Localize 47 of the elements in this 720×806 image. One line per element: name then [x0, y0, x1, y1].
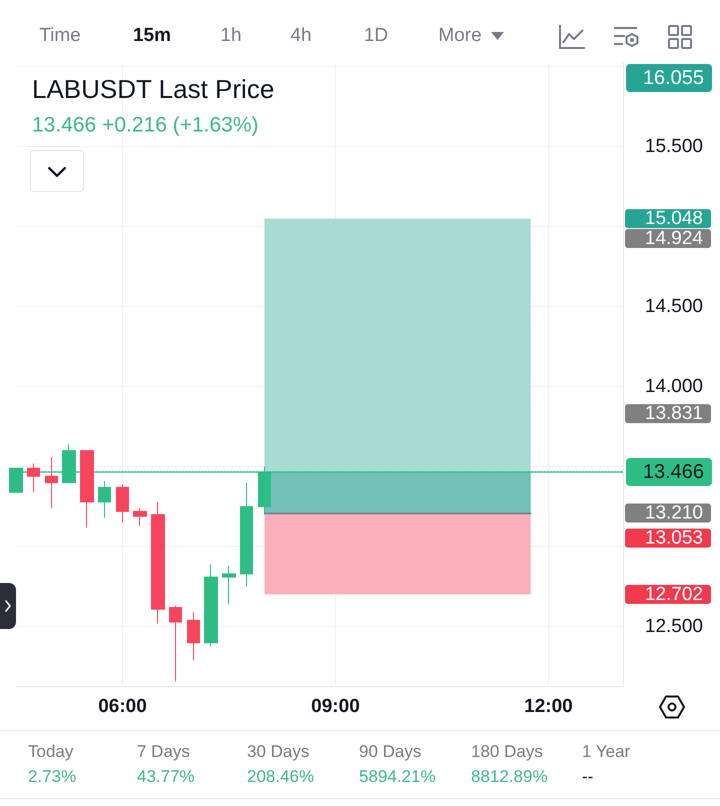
text: 1D	[364, 24, 388, 48]
text: 43.77%	[137, 767, 195, 787]
text: 180 Days	[471, 742, 543, 762]
ref-line-label: 13.466	[642, 461, 704, 484]
text: Today	[28, 742, 74, 762]
y2-tick-label: 15.048	[644, 208, 703, 230]
candlestick	[151, 501, 165, 624]
text: 13.466 +0.216 (+1.63%)	[32, 114, 259, 136]
candlestick	[222, 565, 236, 605]
y-tick-label: 12.500	[644, 616, 703, 638]
x-tick-label: 09:00	[311, 696, 360, 717]
candlestick	[116, 484, 129, 524]
text: --	[582, 767, 594, 787]
candlestick	[187, 612, 200, 661]
candlestick	[27, 462, 40, 493]
text: 208.46%	[247, 767, 314, 787]
candlestick	[133, 508, 147, 526]
y-tick-label: 14.000	[644, 376, 703, 398]
candlestick	[204, 564, 218, 646]
text: 7 Days	[137, 742, 190, 762]
text: 1 Year	[582, 742, 630, 762]
text: 1h	[220, 24, 242, 48]
text: 90 Days	[359, 742, 422, 762]
y2-tick-label: 13.053	[644, 528, 703, 549]
text: 2.73%	[28, 767, 76, 787]
candlestick	[45, 456, 58, 509]
text: 5894.21%	[359, 767, 436, 787]
x-tick-label: 06:00	[98, 696, 147, 717]
text: More	[438, 24, 482, 48]
text: 30 Days	[247, 742, 310, 762]
text: 16.055	[642, 67, 704, 89]
y2-tick-label: 13.831	[644, 403, 703, 424]
y2-tick-label: 14.924	[644, 228, 704, 250]
text: 4h	[290, 24, 312, 48]
text: 15m	[132, 24, 172, 48]
x-tick-label: 12:00	[524, 696, 573, 717]
y2-tick-label: 12.702	[644, 584, 703, 605]
chart-title: LABUSDT Last Price	[32, 74, 274, 104]
text: 8812.89%	[471, 767, 548, 787]
candlestick	[98, 480, 111, 518]
text: Time	[39, 24, 81, 48]
y-tick-label: 14.500	[644, 296, 703, 317]
y2-tick-label: 13.210	[644, 502, 703, 524]
y-tick-label: 15.500	[644, 136, 703, 157]
candlestick	[169, 605, 182, 682]
candlestick	[240, 482, 253, 588]
candlestick	[80, 450, 94, 528]
